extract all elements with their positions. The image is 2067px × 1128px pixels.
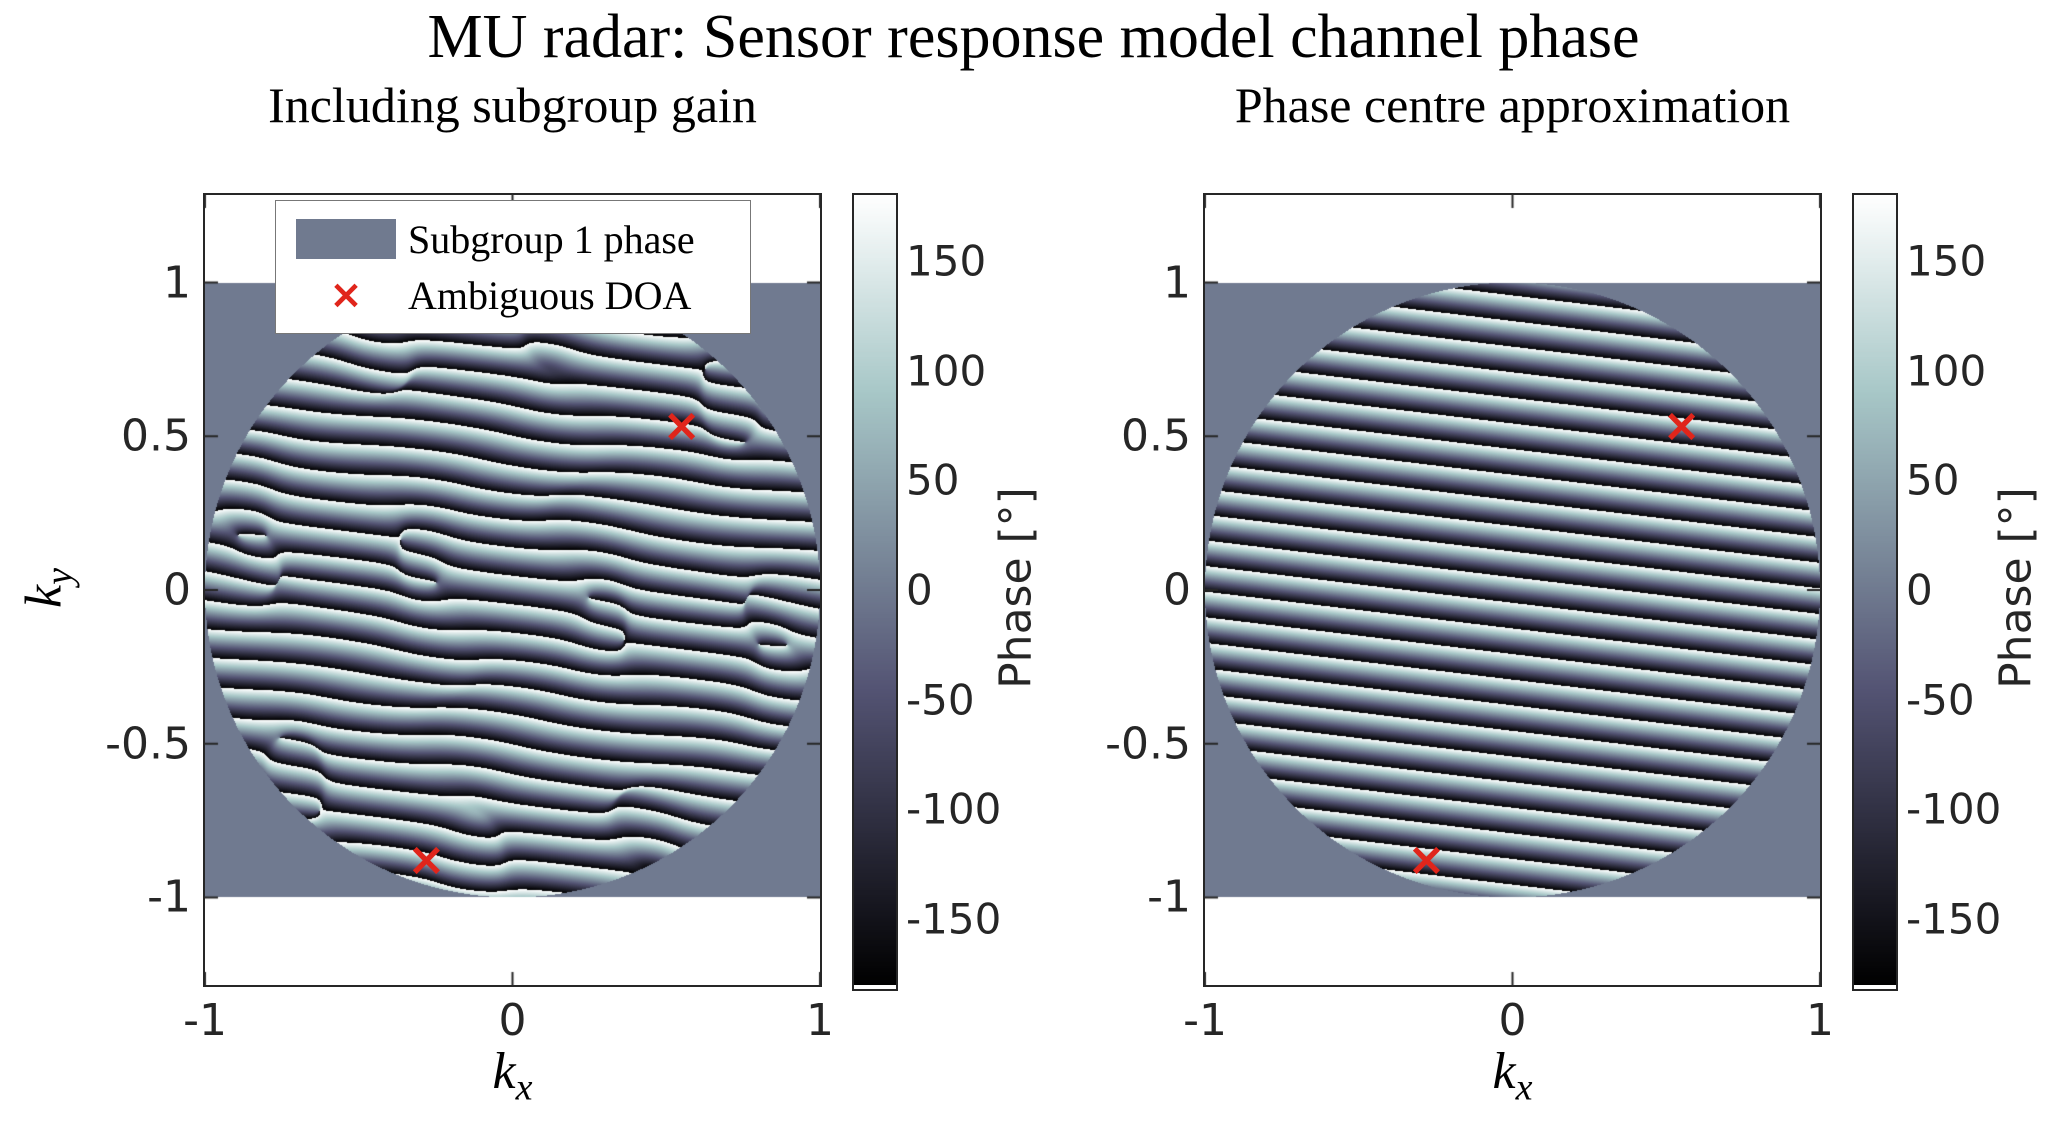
x-tick-label: -1: [1183, 995, 1227, 1046]
legend-row-subgroup-phase: Subgroup 1 phase: [290, 211, 736, 267]
colorbar-left: [852, 193, 898, 991]
axes-right: × ×: [1203, 193, 1822, 987]
subgroup-phase-patch-icon: [296, 219, 396, 259]
y-tick-label: 1: [163, 257, 191, 309]
legend: Subgroup 1 phase × Ambiguous DOA: [275, 200, 751, 334]
x-axis-label-right: kx: [1492, 1043, 1533, 1109]
colorbar-tick-label: -100: [1906, 784, 2002, 834]
x-tick-label: -1: [183, 995, 227, 1046]
colorbar-tick-labels-left: 150 100 50 0 -50 -100 -150: [906, 195, 1026, 985]
x-tick-labels-right: -1 0 1: [1183, 995, 1834, 1047]
y-tick-label: -0.5: [105, 718, 191, 770]
y-tick-label: 0: [1163, 564, 1191, 616]
subplot-title-right: Phase centre approximation: [1234, 77, 1791, 133]
colorbar-tick-label: 100: [1906, 346, 1987, 396]
y-tick-label: 0: [163, 564, 191, 616]
legend-label-ambiguous-doa: Ambiguous DOA: [408, 272, 692, 318]
figure-title: MU radar: Sensor response model channel …: [427, 3, 1640, 71]
y-tick-labels-left: 1 0.5 0 -0.5 -1: [61, 195, 191, 985]
colorbar-gradient-right: [1854, 195, 1896, 985]
colorbar-tick-label: 150: [906, 236, 987, 286]
ambiguous-doa-marker: ×: [407, 831, 446, 886]
colorbar-tick-label: 150: [1906, 236, 1987, 286]
x-tick-labels-left: -1 0 1: [183, 995, 834, 1047]
legend-label-subgroup-phase: Subgroup 1 phase: [408, 216, 695, 262]
legend-swatch-column: [290, 219, 402, 259]
x-tick-label: 1: [806, 995, 834, 1046]
x-marker-icon: ×: [329, 272, 363, 318]
subplot-title-left: Including subgroup gain: [268, 77, 757, 133]
x-tick-label: 1: [1806, 995, 1834, 1046]
colorbar-gradient-left: [854, 195, 896, 985]
y-tick-label: 0.5: [121, 410, 191, 462]
y-axis-label-left: ky: [15, 568, 81, 608]
colorbar-tick-label: 0: [906, 565, 933, 615]
legend-row-ambiguous-doa: × Ambiguous DOA: [290, 267, 736, 323]
y-tick-label: -1: [1147, 871, 1191, 923]
x-tick-label: 0: [1498, 995, 1527, 1046]
colorbar-tick-label: -50: [1906, 675, 1975, 725]
colorbar-tick-label: 0: [1906, 565, 1933, 615]
colorbar-tick-label: -150: [906, 894, 1002, 944]
x-tick-label: 0: [498, 995, 527, 1046]
colorbar-tick-labels-right: 150 100 50 0 -50 -100 -150: [1906, 195, 2026, 985]
ambiguous-doa-marker: ×: [1662, 398, 1701, 453]
ambiguous-doa-marker: ×: [1407, 831, 1446, 886]
colorbar-tick-label: 50: [1906, 455, 1960, 505]
x-axis-label-left: kx: [492, 1043, 533, 1109]
colorbar-tick-label: 50: [906, 455, 960, 505]
y-tick-label: -1: [147, 871, 191, 923]
legend-swatch-column: ×: [290, 275, 402, 315]
colorbar-right: [1852, 193, 1898, 991]
colorbar-label-right: Phase [°]: [1990, 487, 2042, 689]
phase-heatmap-canvas-right: [1205, 195, 1820, 985]
ambiguous-doa-marker: ×: [662, 398, 701, 453]
colorbar-label-left: Phase [°]: [990, 487, 1042, 689]
y-tick-label: 0.5: [1121, 410, 1191, 462]
colorbar-tick-label: 100: [906, 346, 987, 396]
y-tick-label: 1: [1163, 257, 1191, 309]
colorbar-tick-label: -150: [1906, 894, 2002, 944]
axes-left: Subgroup 1 phase × Ambiguous DOA × ×: [203, 193, 822, 987]
colorbar-tick-label: -100: [906, 784, 1002, 834]
y-tick-label: -0.5: [1105, 718, 1191, 770]
y-tick-labels-right: 1 0.5 0 -0.5 -1: [1061, 195, 1191, 985]
colorbar-tick-label: -50: [906, 675, 975, 725]
